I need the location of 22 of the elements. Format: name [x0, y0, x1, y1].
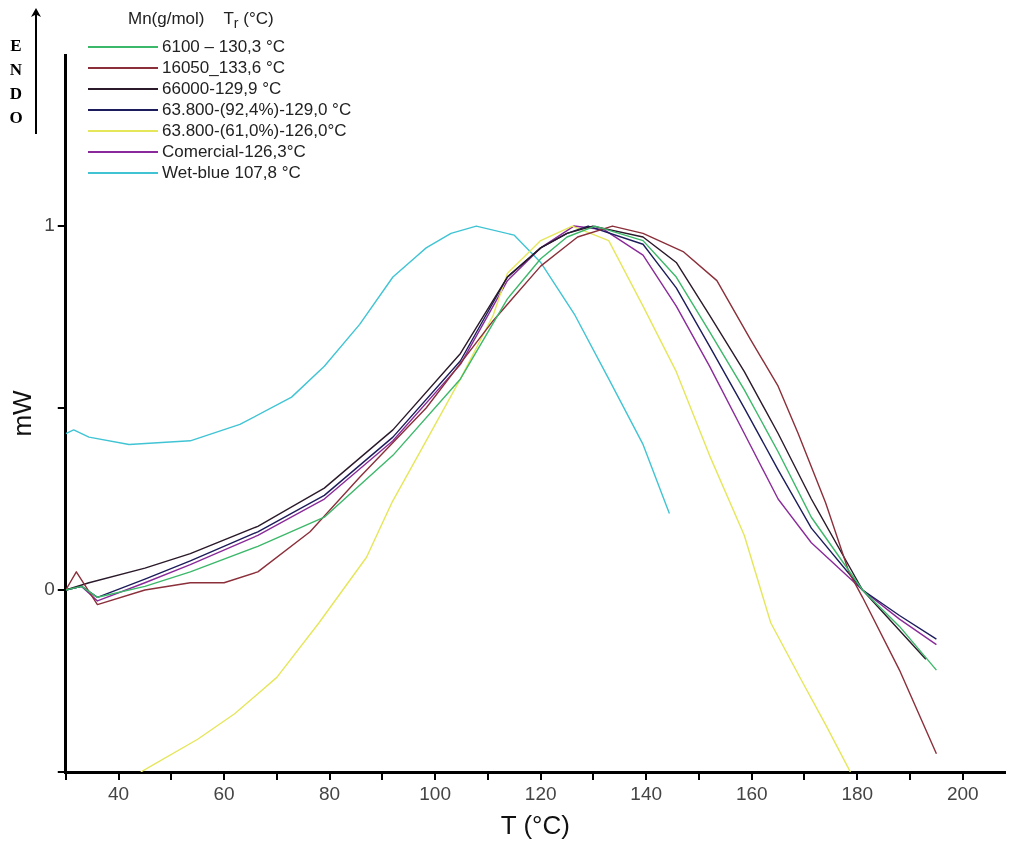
- x-tick-label: 140: [630, 782, 663, 804]
- x-tick-label: 60: [213, 782, 235, 804]
- x-tick-label: 100: [419, 782, 451, 804]
- x-tick-label: 180: [841, 782, 874, 804]
- legend-label: 63.800-(61,0%)-126,0°C: [162, 120, 347, 142]
- text: ENDO: [8, 35, 24, 129]
- y-tick-label: 0: [44, 578, 55, 600]
- legend-label: Wet-blue 107,8 °C: [162, 162, 301, 184]
- legend-label: 63.800-(92,4%)-129,0 °C: [162, 99, 352, 121]
- legend-label: 66000-129,9 °C: [162, 78, 282, 100]
- legend-title: Mn(g/mol) T$_{r}$ (°C): [128, 8, 275, 34]
- x-tick-label: 80: [319, 782, 341, 804]
- legend-label: Comercial-126,3°C: [162, 141, 306, 163]
- x-tick-label: 40: [107, 782, 130, 804]
- y-axis-title: mW: [6, 389, 37, 437]
- legend-label: 6100 – 130,3 °C: [162, 36, 286, 58]
- legend-label: 16050_133,6 °C: [162, 57, 286, 79]
- x-tick-label: 120: [524, 782, 557, 804]
- y-tick-label: 1: [44, 214, 55, 236]
- x-axis-title: T (°C): [500, 809, 570, 840]
- x-tick-label: 200: [946, 782, 979, 804]
- x-tick-label: 160: [735, 782, 768, 804]
